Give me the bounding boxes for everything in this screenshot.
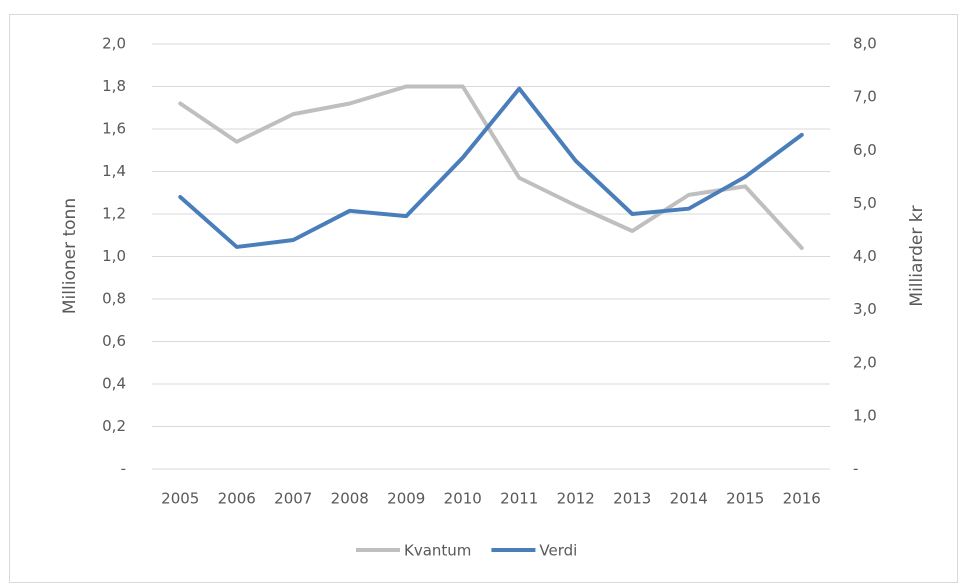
series-line xyxy=(178,86,804,249)
x-tick-label: 2015 xyxy=(726,490,764,508)
x-tick-label: 2013 xyxy=(613,490,651,508)
x-tick-label: 2009 xyxy=(387,490,425,508)
y2-tick-label: 4,0 xyxy=(853,247,877,265)
y2-tick-label: 2,0 xyxy=(853,353,877,371)
y-tick-label: 1,8 xyxy=(102,77,126,95)
legend-label: Verdi xyxy=(539,542,577,560)
y2-tick-label: 8,0 xyxy=(853,35,877,53)
legend-label: Kvantum xyxy=(404,542,471,560)
y2-tick-label: 7,0 xyxy=(853,88,877,106)
y-tick-label: 2,0 xyxy=(102,35,126,53)
x-tick-label: 2016 xyxy=(783,490,821,508)
y2-tick-label: 1,0 xyxy=(853,406,877,424)
x-tick-label: 2006 xyxy=(218,490,256,508)
y-tick-label: 0,4 xyxy=(102,375,126,393)
y-tick-label: 1,4 xyxy=(102,162,126,180)
y2-tick-label: 5,0 xyxy=(853,194,877,212)
y-tick-label: 1,0 xyxy=(102,247,126,265)
x-tick-label: 2005 xyxy=(161,490,199,508)
x-tick-label: 2007 xyxy=(274,490,312,508)
y2-tick-label: - xyxy=(853,460,858,478)
series-line xyxy=(178,84,804,250)
y-tick-label: 0,6 xyxy=(102,332,126,350)
chart-border xyxy=(9,14,958,583)
y2-axis-label: Milliarder kr xyxy=(907,205,927,306)
x-tick-label: 2010 xyxy=(444,490,482,508)
x-tick-label: 2011 xyxy=(500,490,538,508)
x-tick-label: 2008 xyxy=(331,490,369,508)
y2-tick-label: 3,0 xyxy=(853,300,877,318)
y-tick-label: 0,8 xyxy=(102,290,126,308)
x-tick-label: 2012 xyxy=(557,490,595,508)
y2-tick-label: 6,0 xyxy=(853,141,877,159)
x-tick-label: 2014 xyxy=(670,490,708,508)
y-tick-label: 1,2 xyxy=(102,205,126,223)
y-tick-label: 1,6 xyxy=(102,120,126,138)
y-tick-label: 0,2 xyxy=(102,417,126,435)
y-axis-label: Millioner tonn xyxy=(60,198,80,314)
y-tick-label: - xyxy=(121,460,126,478)
